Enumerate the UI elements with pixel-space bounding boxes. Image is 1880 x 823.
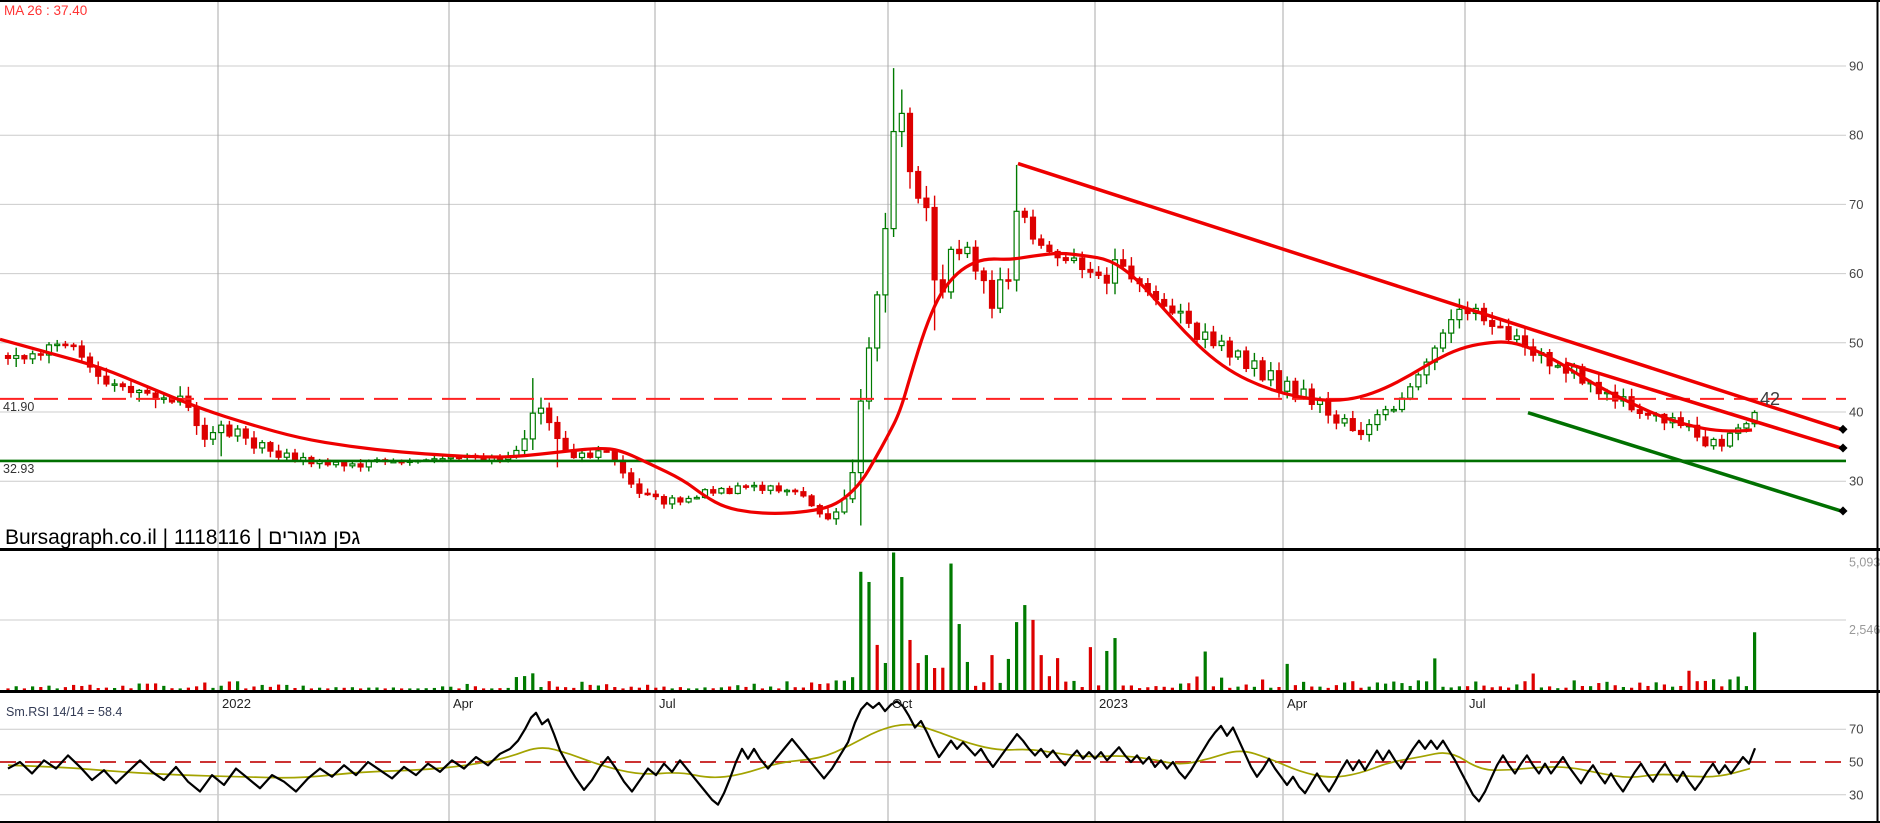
candlesticks-layer: [4, 68, 1758, 526]
rsi-axis-tick-label: 30: [1849, 787, 1863, 802]
x-axis-label: Apr: [1287, 696, 1308, 711]
trendline-end-diamond: [1838, 424, 1848, 434]
price-axis-tick-label: 90: [1849, 59, 1863, 74]
trendline: [1564, 361, 1842, 450]
rsi-smoothed-line: [7, 723, 1751, 779]
rsi-indicator-label: Sm.RSI 14/14 = 58.4: [6, 705, 122, 719]
trendline: [1527, 411, 1842, 513]
x-axis-label: Oct: [892, 696, 913, 711]
price-axis-tick-label: 30: [1849, 474, 1863, 489]
x-axis-label: 2023: [1099, 696, 1128, 711]
rsi-axis-tick-label: 50: [1849, 755, 1863, 770]
price-axis-tick-label: 50: [1849, 335, 1863, 350]
trendline-end-diamond: [1838, 506, 1848, 516]
price-level-label-4190: 41.90: [3, 400, 34, 414]
price-level-label-3293: 32.93: [3, 462, 34, 476]
price-axis-tick-label: 40: [1849, 405, 1863, 420]
moving-average-line: [0, 251, 1753, 515]
price-level-annotation-42: 42: [1760, 389, 1780, 409]
rsi-layer: [0, 700, 1846, 806]
price-axis-tick-label: 80: [1849, 128, 1863, 143]
rsi-line: [7, 700, 1757, 806]
x-axis-label: Jul: [1469, 696, 1486, 711]
x-axis-label: 2022: [222, 696, 251, 711]
ma-indicator-label: MA 26 : 37.40: [4, 3, 87, 18]
x-axis-label: Jul: [659, 696, 676, 711]
price-axis-tick-label: 70: [1849, 197, 1863, 212]
volume-axis-tick-label: 5,093: [1849, 556, 1880, 570]
axis-labels-layer: 30 40 50 60 70 80 90 2022 Apr Jul Oct 2023 Apr Jul 5,0…: [222, 59, 1880, 803]
trendline-end-diamond: [1838, 443, 1848, 453]
trendline: [1017, 161, 1842, 431]
volume-bars-layer: [6, 552, 1757, 690]
x-axis-label: Apr: [453, 696, 474, 711]
watermark-title: Bursagraph.co.il | 1118116 | גפן מגורים: [5, 526, 360, 549]
rsi-axis-tick-label: 70: [1849, 722, 1863, 737]
gridlines-layer: [0, 2, 1846, 821]
volume-axis-tick-label: 2,546: [1849, 623, 1880, 637]
overlay-lines-layer: [0, 161, 1848, 516]
price-axis-tick-label: 60: [1849, 266, 1863, 281]
